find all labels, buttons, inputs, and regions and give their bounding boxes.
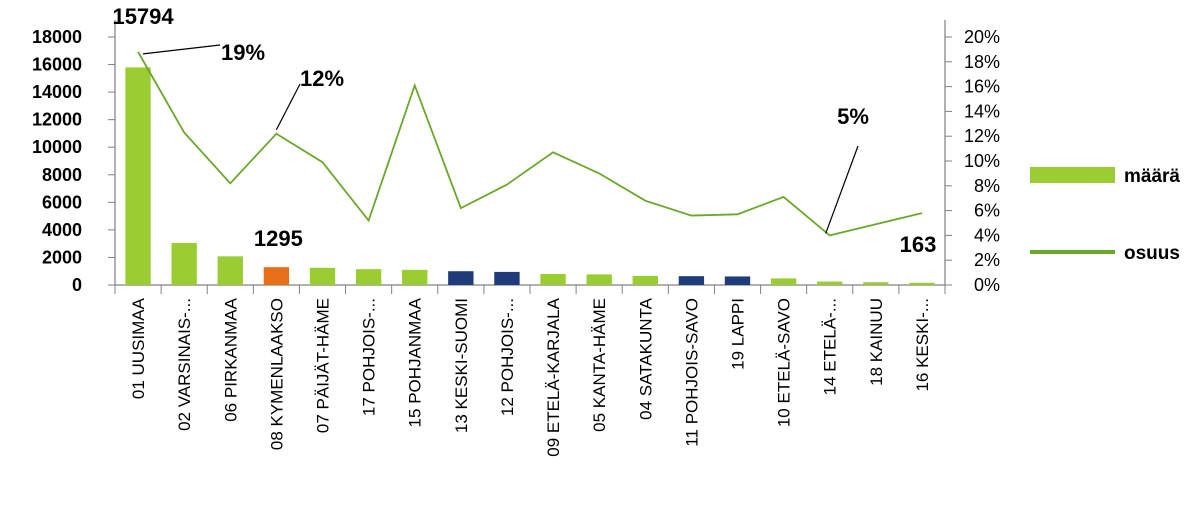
right-tick-label: 2% [974,250,1000,270]
right-tick-label: 0% [974,275,1000,295]
bar [724,276,751,285]
legend-label: määrä [1124,166,1180,187]
data-label: 1295 [254,226,303,251]
left-tick-label: 18000 [32,27,82,47]
left-tick-label: 14000 [32,82,82,102]
bar [171,242,197,285]
left-tick-label: 2000 [42,247,82,267]
data-label: 163 [900,232,937,257]
bar [863,282,889,285]
bar [678,276,705,285]
category-label: 02 VARSINAIS-... [175,298,194,431]
legend-swatch-maara [1030,167,1115,183]
line-series-group [137,51,923,237]
bar [817,281,843,285]
bar [494,271,520,285]
left-tick-label: 8000 [42,165,82,185]
bar [632,275,658,285]
data-label: 15794 [112,4,174,29]
category-label: 01 UUSIMAA [129,297,148,399]
left-tick-label: 10000 [32,137,82,157]
bar [263,267,290,285]
category-label: 14 ETELÄ-... [821,298,840,395]
legend-label: osuus [1124,243,1180,264]
left-tick-label: 16000 [32,55,82,75]
annotations-group: 15794 19% 12% 1295 5% 163 [112,4,936,257]
bar [125,67,151,286]
bar [355,269,382,285]
data-label: 19% [221,40,265,65]
category-label: 16 KESKI-... [913,298,932,392]
left-tick-label: 12000 [32,110,82,130]
category-label: 19 LAPPI [729,298,748,370]
category-label: 15 POHJANMAA [406,297,425,427]
bar [217,256,243,285]
right-tick-label: 18% [964,52,1000,72]
right-tick-label: 16% [964,77,1000,97]
leader-line [142,44,221,55]
right-tick-label: 20% [964,27,1000,47]
right-tick-label: 6% [974,201,1000,221]
bar [586,274,612,285]
category-label: 05 KANTA-HÄME [590,298,609,432]
left-tick-label: 4000 [42,220,82,240]
osuus-line [137,51,923,237]
left-tick-label: 0 [72,275,82,295]
right-tick-label: 10% [964,151,1000,171]
bar [909,282,935,285]
category-label: 09 ETELÄ-KARJALA [544,297,563,456]
category-label: 04 SATAKUNTA [636,297,655,420]
left-tick-label: 6000 [42,192,82,212]
leader-line [275,83,301,130]
category-label: 18 KAINUU [867,298,886,386]
category-label: 11 POHJOIS-SAVO [682,298,701,447]
bars-group [125,67,935,286]
category-label: 17 POHJOIS-... [360,298,379,416]
bar [402,269,428,285]
legend: määrä osuus [1030,166,1180,264]
category-label: 13 KESKI-SUOMI [452,298,471,433]
data-label: 12% [300,66,344,91]
bar [448,271,474,285]
right-tick-label: 12% [964,126,1000,146]
leader-line [825,145,859,234]
category-label: 10 ETELÄ-SAVO [775,298,794,427]
axes-group [108,20,952,294]
category-label: 07 PÄIJÄT-HÄME [314,298,333,433]
right-tick-label: 14% [964,101,1000,121]
category-label: 06 PIRKANMAA [221,297,240,421]
category-label: 12 POHJOIS-... [498,298,517,416]
bar [309,267,336,285]
data-label: 5% [837,104,869,129]
category-label: 08 KYMENLAAKSO [267,298,286,450]
bar [540,273,566,285]
tick-labels-group: 0 2000 4000 6000 8000 10000 12000 14000 16000 180… [32,27,1000,295]
bar [770,278,797,285]
right-tick-label: 8% [974,176,1000,196]
category-labels-group: 01 UUSIMAA 02 VARSINAIS-... 06 PIRKANMAA 08… [129,297,932,456]
right-tick-label: 4% [974,225,1000,245]
